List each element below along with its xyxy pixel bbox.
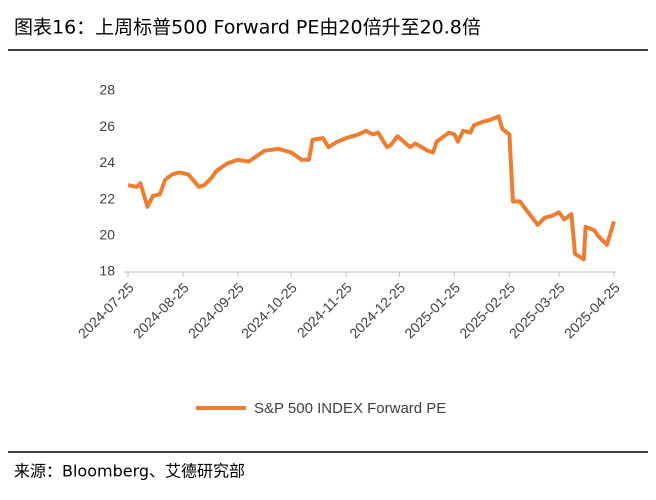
x-tick-label: 2024-09-25 (185, 279, 247, 341)
x-tick-label: 2024-12-25 (346, 279, 408, 341)
x-tick-label: 2025-04-25 (561, 279, 623, 341)
x-tick-label: 2024-08-25 (130, 279, 192, 341)
y-tick-label: 26 (99, 118, 115, 134)
x-tick-label: 2025-01-25 (401, 279, 463, 341)
source: 来源：Bloomberg、艾德研究部 (14, 462, 245, 481)
y-tick-label: 24 (99, 154, 115, 170)
y-tick-label: 22 (99, 190, 115, 206)
x-tick-label: 2024-11-25 (294, 279, 355, 340)
y-tick-label: 28 (99, 82, 115, 98)
y-tick-label: 18 (99, 263, 115, 279)
x-tick-label: 2024-07-25 (75, 279, 137, 341)
chart-title: 图表16：上周标普500 Forward PE由20倍升至20.8倍 (14, 17, 481, 39)
y-tick-label: 20 (99, 227, 115, 243)
series-line (127, 114, 616, 262)
legend-label: S&P 500 INDEX Forward PE (254, 400, 446, 417)
x-tick-label: 2024-10-25 (238, 279, 300, 341)
